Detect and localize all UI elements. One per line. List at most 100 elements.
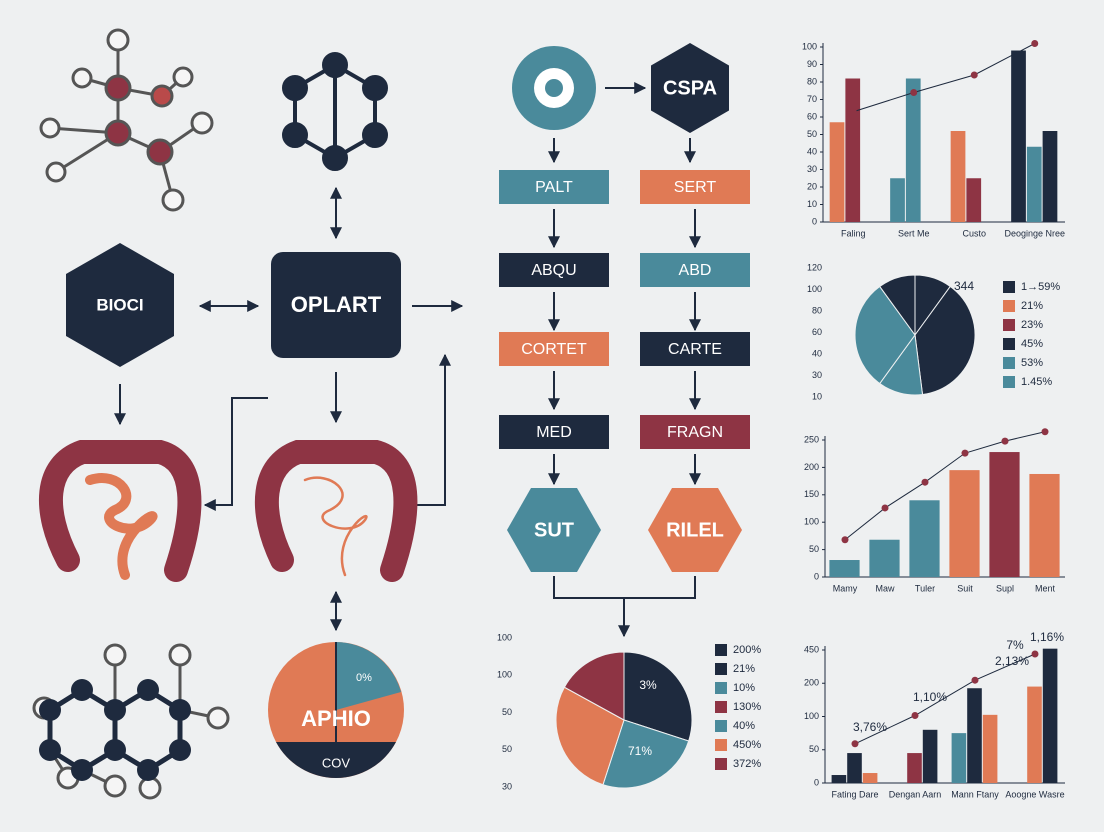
x-tick-label: Sert Me: [898, 228, 930, 238]
line: [854, 653, 1036, 745]
node-label: MED: [536, 424, 572, 441]
y-tick-label: 30: [807, 164, 817, 174]
point: [971, 676, 979, 684]
axis-label: 40: [812, 348, 822, 358]
bar: [845, 78, 861, 222]
y-tick-label: 200: [804, 462, 819, 472]
bar: [950, 131, 966, 222]
annotation: 1,16%: [1030, 630, 1064, 644]
x-tick-label: Suit: [957, 583, 973, 593]
connector: [553, 576, 696, 599]
node-label: ABQU: [531, 262, 576, 279]
bar: [966, 178, 982, 222]
y-tick-label: 250: [804, 434, 819, 444]
bar: [982, 714, 998, 783]
legend-label: 1.45%: [1021, 376, 1052, 388]
point: [1031, 650, 1039, 658]
y-tick-label: 90: [807, 59, 817, 69]
bar: [869, 539, 900, 577]
legend-label: 23%: [1021, 319, 1043, 331]
legend-swatch: [1003, 281, 1015, 293]
annotation: 2,13%: [995, 654, 1029, 668]
y-tick-label: 20: [807, 181, 817, 191]
node-label: CSPA: [663, 77, 717, 99]
pie-slice: [563, 651, 625, 721]
y-tick-label: 0: [812, 216, 817, 226]
legend-swatch: [1003, 376, 1015, 388]
pie-slice: [914, 285, 976, 396]
node-shape: [640, 415, 750, 449]
annotation: 3,76%: [853, 720, 887, 734]
node-label: RILEL: [666, 519, 724, 541]
x-tick-label: Fating Dare: [831, 789, 878, 799]
pie-slice: [602, 719, 690, 789]
axis-label: 30: [812, 370, 822, 380]
legend-swatch: [715, 701, 727, 713]
bar: [1042, 131, 1058, 222]
pie-slice: [854, 285, 916, 385]
axis-label: 120: [807, 262, 822, 272]
y-tick-label: 0: [814, 571, 819, 581]
annotation: 344: [954, 279, 974, 293]
node-shape: [507, 488, 601, 572]
legend-label: 40%: [733, 720, 755, 732]
x-tick-label: Supl: [996, 583, 1014, 593]
legend-label: 21%: [1021, 300, 1043, 312]
axis-label: 10: [812, 391, 822, 401]
node-label: SERT: [674, 179, 717, 196]
x-tick-label: Tuler: [915, 583, 935, 593]
aphio-top: 0%: [356, 672, 372, 684]
bar: [890, 178, 905, 222]
node-label: CARTE: [668, 341, 722, 358]
x-tick-label: Dengan Aarn: [889, 789, 942, 799]
annotation: 7%: [1006, 638, 1024, 652]
axis-label: 30: [502, 781, 512, 791]
legend-label: 10%: [733, 682, 755, 694]
bar: [862, 773, 878, 783]
node-shape: [499, 415, 609, 449]
bar: [907, 753, 922, 783]
point: [910, 89, 918, 96]
annotation: 71%: [628, 744, 652, 758]
point: [841, 536, 849, 544]
intestine-left: [38, 440, 202, 582]
bar: [989, 452, 1020, 577]
bar: [1011, 50, 1026, 222]
bar: [967, 688, 982, 783]
point: [851, 740, 859, 748]
node-shape: [640, 332, 750, 366]
molecule-benzene: [32, 643, 230, 800]
x-tick-label: Aoogne Wasre: [1005, 789, 1064, 799]
legend-swatch: [715, 720, 727, 732]
legend-swatch: [715, 682, 727, 694]
line: [844, 431, 1046, 541]
bar: [951, 733, 967, 783]
arrow: [203, 397, 268, 511]
point: [970, 71, 978, 79]
legend-label: 200%: [733, 644, 761, 656]
y-tick-label: 150: [804, 489, 819, 499]
bar: [1042, 648, 1058, 783]
y-tick-label: 100: [802, 41, 817, 51]
aphio-title: APHIO: [301, 706, 371, 731]
y-tick-label: 0: [814, 777, 819, 787]
node-shape: [640, 253, 750, 287]
axis-label: 100: [807, 284, 822, 294]
y-tick-label: 50: [809, 744, 819, 754]
node-shape: [66, 243, 174, 367]
bar: [847, 753, 862, 783]
legend-label: 372%: [733, 758, 761, 770]
aphio-disc: [268, 642, 404, 778]
bar: [829, 122, 845, 222]
node-shape: [499, 170, 609, 204]
point: [849, 108, 857, 116]
node-shape: [640, 170, 750, 204]
axis-label: 80: [812, 305, 822, 315]
bar: [909, 500, 940, 577]
legend-label: 130%: [733, 701, 761, 713]
x-tick-label: Mamy: [833, 583, 858, 593]
point: [911, 712, 919, 720]
bar: [905, 78, 921, 222]
y-tick-label: 200: [804, 678, 819, 688]
aphio-bottom: COV: [322, 755, 351, 770]
